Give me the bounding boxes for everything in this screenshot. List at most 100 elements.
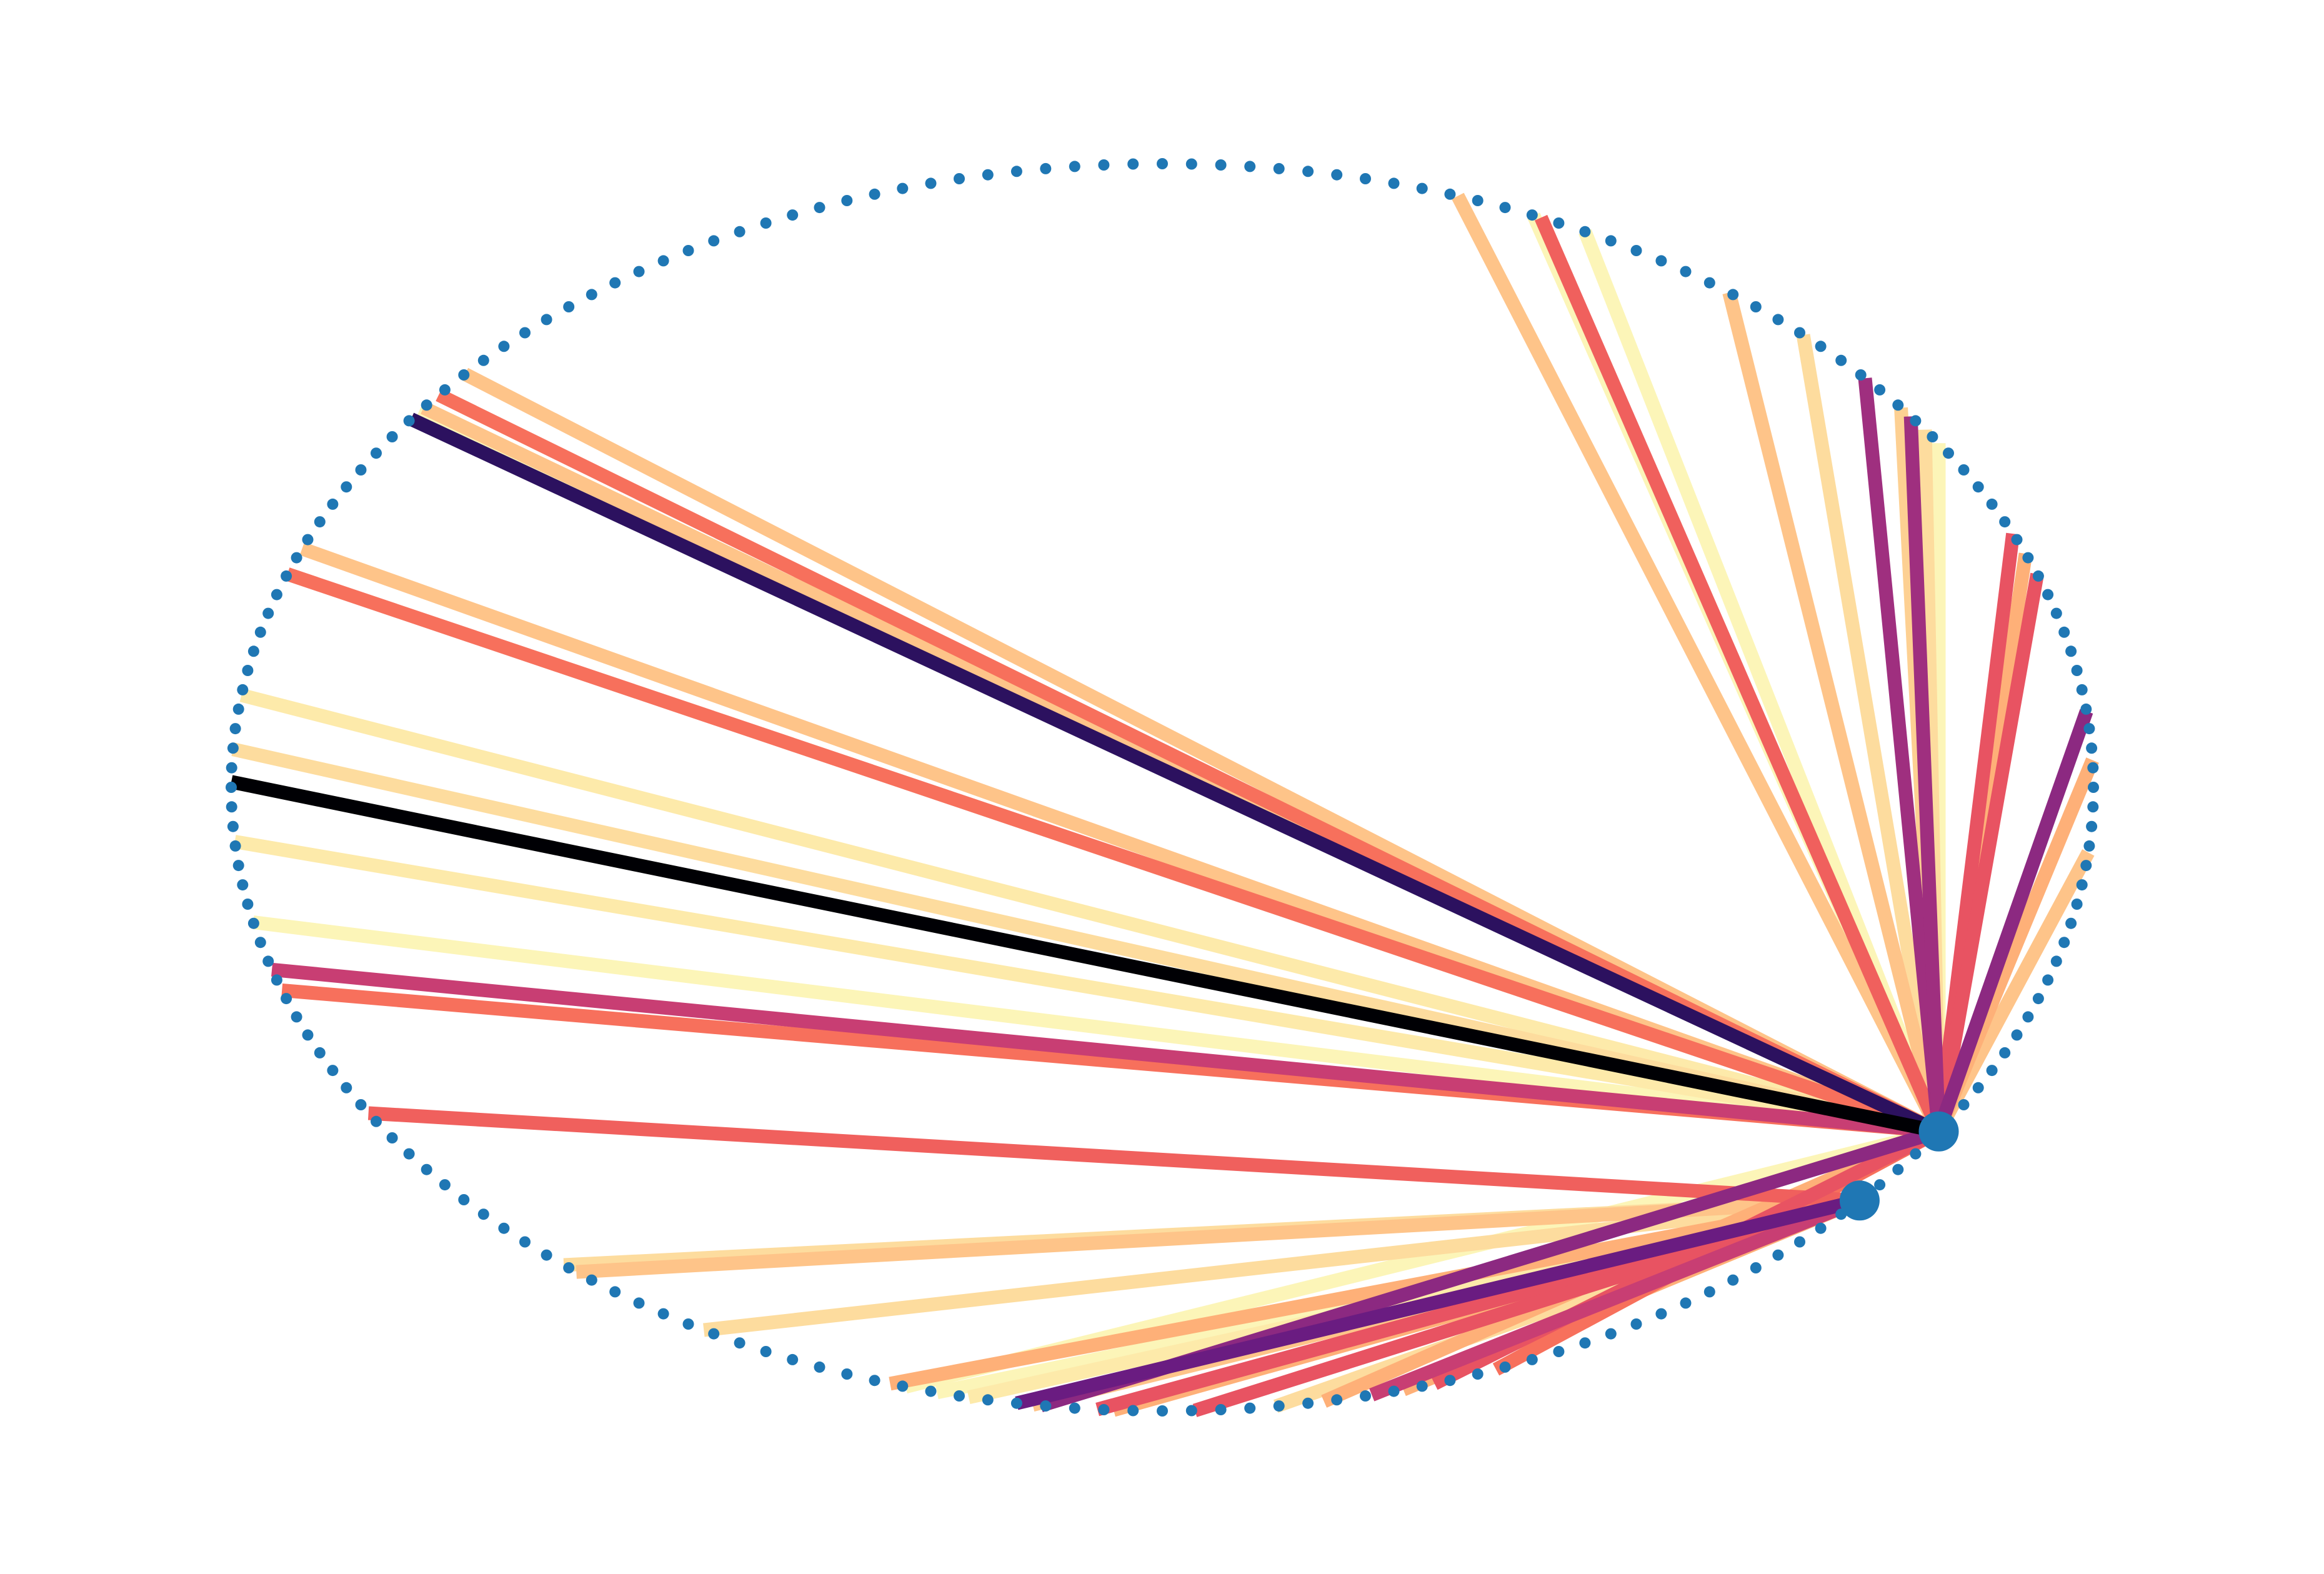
graph-edge	[229, 775, 1940, 1138]
graph-node	[227, 742, 239, 754]
graph-node	[1750, 1262, 1762, 1273]
graph-node	[2042, 974, 2054, 986]
graph-node	[2011, 534, 2023, 545]
graph-node	[787, 209, 799, 221]
graph-node	[1986, 498, 1998, 510]
graph-node	[281, 570, 292, 582]
graph-edge	[1192, 1193, 1862, 1417]
graph-node	[1157, 1405, 1168, 1417]
graph-node	[1605, 1328, 1617, 1340]
graph-node	[954, 173, 965, 184]
graph-node	[2058, 626, 2070, 638]
graph-node	[355, 1099, 367, 1110]
graph-node	[897, 182, 909, 194]
graph-node	[1892, 1163, 1904, 1175]
graph-node	[1215, 1404, 1227, 1415]
graph-node	[1499, 1361, 1511, 1373]
graph-node	[2076, 684, 2088, 695]
graph-edge	[233, 835, 1940, 1138]
graph-node	[1772, 314, 1784, 326]
graph-node	[1185, 1405, 1197, 1417]
graph-node	[2050, 607, 2062, 619]
graph-node	[262, 955, 274, 967]
graph-node	[2022, 552, 2034, 564]
graph-node	[314, 1047, 326, 1058]
graph-node	[657, 1308, 669, 1320]
graph-node	[2042, 589, 2054, 600]
graph-node	[237, 684, 249, 695]
graph-node	[229, 840, 241, 852]
graph-node	[633, 1297, 645, 1309]
graph-node	[386, 431, 398, 442]
graph-node	[1680, 1297, 1692, 1309]
graph-node	[2080, 703, 2092, 715]
graph-edge	[1722, 291, 1946, 1133]
graph-node	[657, 255, 669, 267]
graph-node	[2080, 860, 2092, 872]
graph-node	[1331, 169, 1343, 181]
graph-node	[1579, 226, 1591, 237]
graph-node	[1127, 1405, 1139, 1417]
graph-node	[2087, 762, 2099, 774]
graph-node	[1553, 1346, 1565, 1357]
graph-node	[458, 1194, 470, 1205]
graph-node	[1388, 177, 1400, 189]
graph-node	[1986, 1065, 1998, 1077]
graph-node	[1855, 369, 1867, 381]
graph-node	[2076, 879, 2088, 891]
graph-node	[477, 1208, 489, 1220]
graph-edge	[285, 567, 1942, 1138]
graph-node	[1302, 166, 1314, 177]
graph-node	[2050, 955, 2062, 967]
graph-node	[1750, 301, 1762, 312]
graph-node	[1874, 1179, 1886, 1191]
graph-node	[2087, 801, 2099, 813]
graph-node	[1185, 158, 1197, 170]
node-layer	[226, 158, 2099, 1417]
graph-node	[291, 552, 302, 564]
graph-node	[1999, 516, 2011, 528]
graph-node	[1910, 415, 1922, 427]
graph-edge	[1452, 192, 1945, 1135]
graph-node	[1069, 1402, 1080, 1414]
graph-node	[355, 464, 367, 476]
graph-node	[2022, 1011, 2034, 1023]
graph-node	[314, 516, 326, 528]
graph-node	[1874, 384, 1886, 396]
graph-node	[1727, 289, 1739, 301]
graph-node	[2058, 937, 2070, 949]
graph-node	[760, 217, 772, 229]
graph-node	[386, 1132, 398, 1143]
graph-edge	[1534, 214, 1945, 1135]
graph-node	[242, 899, 254, 910]
graph-node	[1972, 481, 1984, 493]
graph-node	[1360, 173, 1371, 184]
graph-node	[1444, 1375, 1456, 1387]
graph-edge	[1932, 572, 2044, 1133]
graph-node	[1244, 1402, 1256, 1414]
graph-node	[1655, 1308, 1667, 1320]
graph-node	[458, 369, 470, 381]
graph-node	[1958, 1099, 1970, 1110]
graph-node	[1815, 341, 1827, 352]
graph-node	[281, 993, 292, 1005]
graph-node	[341, 481, 352, 493]
graph-node	[1794, 327, 1805, 339]
graph-node	[1910, 1148, 1922, 1160]
graph-node	[586, 1274, 597, 1286]
graph-node	[2086, 742, 2098, 754]
graph-node	[1630, 1318, 1642, 1330]
graph-node	[1630, 245, 1642, 256]
graph-node	[2032, 993, 2044, 1005]
graph-node	[682, 1318, 694, 1330]
graph-node	[563, 301, 575, 312]
graph-node	[302, 1029, 314, 1041]
graph-node	[609, 277, 621, 289]
graph-node	[734, 226, 746, 237]
graph-node	[897, 1380, 909, 1392]
graph-node	[708, 235, 720, 247]
graph-node	[841, 195, 853, 206]
graph-edge	[1796, 334, 1946, 1133]
graph-node	[954, 1390, 965, 1402]
